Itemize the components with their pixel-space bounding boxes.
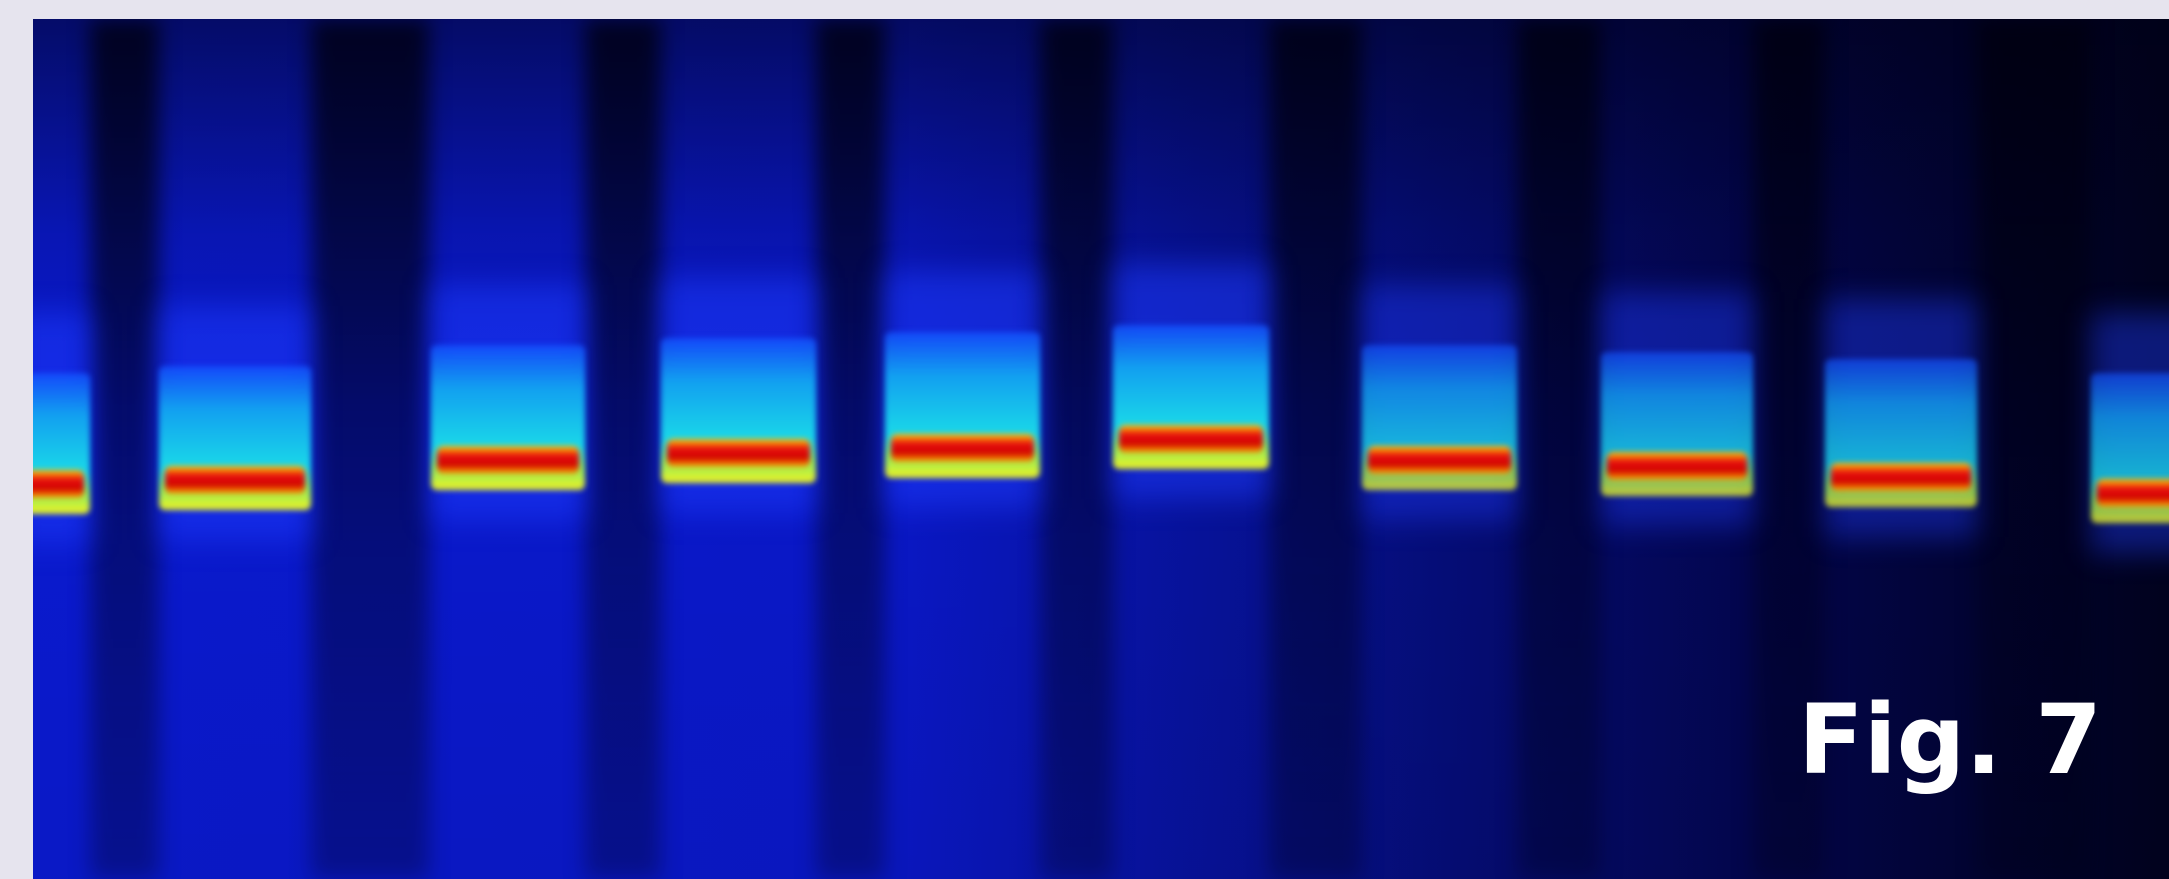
red-band (437, 446, 579, 474)
red-band (2097, 479, 2169, 507)
red-band (33, 470, 84, 498)
dark-gap (311, 19, 429, 879)
red-band (891, 434, 1034, 462)
red-band (667, 439, 810, 467)
dark-gap (1040, 19, 1113, 879)
dark-gap (585, 19, 661, 879)
red-band (1119, 425, 1263, 453)
dark-gap (1269, 19, 1362, 879)
dark-gap (1517, 19, 1601, 879)
dark-gap (816, 19, 885, 879)
dark-gap (90, 19, 159, 879)
red-band (1368, 446, 1511, 474)
red-band (1607, 452, 1747, 480)
red-band (1831, 463, 1971, 491)
red-band (165, 466, 305, 494)
page: Fig. 7 (() => { const data = JSON.parse(… (0, 0, 2169, 879)
figure-label: Fig. 7 (1798, 692, 2102, 788)
